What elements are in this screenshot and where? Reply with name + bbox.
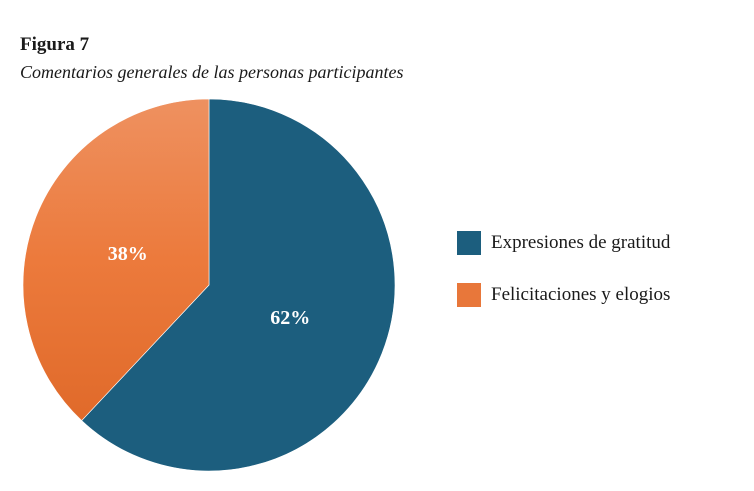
chart-legend: Expresiones de gratitud Felicitaciones y… bbox=[457, 230, 670, 334]
legend-label-expresiones: Expresiones de gratitud bbox=[491, 232, 671, 253]
figure-caption: Comentarios generales de las personas pa… bbox=[20, 62, 404, 82]
legend-swatch-felicitaciones bbox=[457, 283, 481, 307]
slice-label-expresiones: 62% bbox=[270, 307, 310, 329]
legend-swatch-expresiones bbox=[457, 231, 481, 255]
slice-felicitaciones bbox=[22, 98, 210, 422]
slice-label-felicitaciones: 38% bbox=[108, 243, 148, 265]
figure-number: Figura 7 bbox=[20, 34, 90, 55]
legend-label-felicitaciones: Felicitaciones y elogios bbox=[491, 284, 671, 305]
legend-item-felicitaciones: Felicitaciones y elogios bbox=[457, 282, 670, 308]
slice-expresiones bbox=[81, 98, 396, 472]
legend-item-expresiones: Expresiones de gratitud bbox=[457, 230, 670, 256]
